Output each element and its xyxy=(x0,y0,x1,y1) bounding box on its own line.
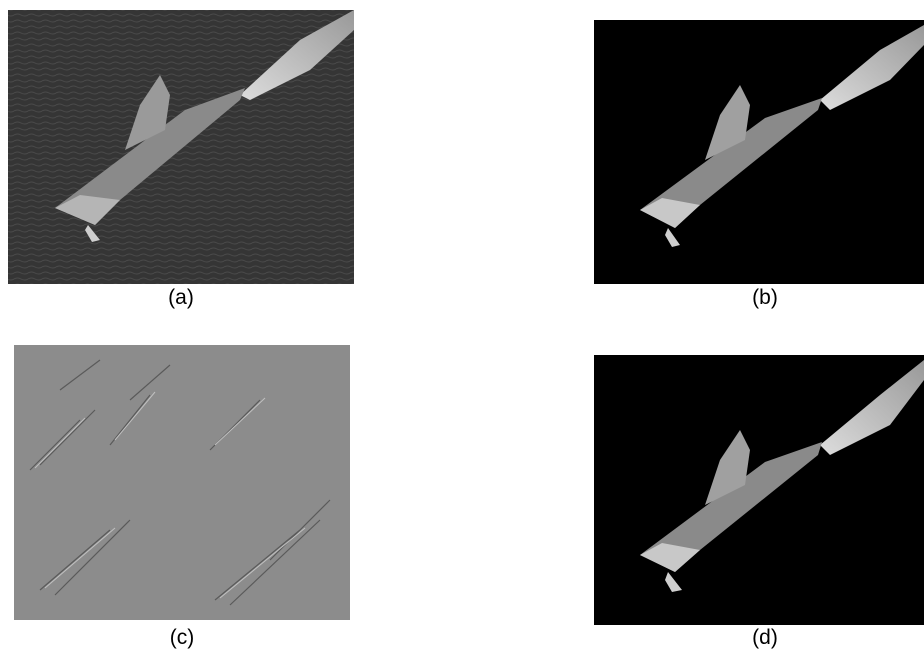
panel-label: (d) xyxy=(725,626,805,650)
panel-label: (c) xyxy=(142,626,222,650)
panel-label: (b) xyxy=(725,286,805,310)
panel-c-image xyxy=(14,345,350,620)
panel-b-image xyxy=(594,20,924,284)
panel-a-image xyxy=(8,10,354,284)
panel-label: (a) xyxy=(141,286,221,310)
panel-d-image xyxy=(594,355,924,625)
figure-images xyxy=(0,0,924,655)
figure: {"panels": [{"label": "(a)"}, {"label": … xyxy=(0,0,924,655)
